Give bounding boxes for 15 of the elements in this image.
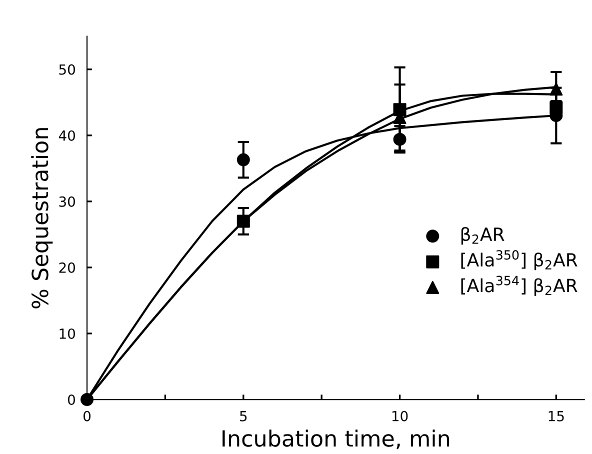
- y-tick-label: 30: [59, 196, 75, 207]
- y-tick-label: 10: [60, 328, 75, 339]
- x-tick-label: 15: [548, 411, 564, 422]
- x-tick-label: 10: [392, 410, 408, 422]
- legend-label: [Ala$^{350}$] β$_{2}$AR: [461, 250, 578, 270]
- x-tick-label: 0: [84, 410, 91, 422]
- x-axis-title: Incubation time, min: [222, 430, 450, 450]
- y-tick-label: 40: [58, 130, 75, 141]
- y-tick-label: 20: [59, 262, 75, 273]
- y-tick-label: 50: [59, 64, 75, 75]
- y-axis-title: % Sequestration: [31, 128, 53, 308]
- legend-label: β$_{2}$AR: [461, 227, 504, 245]
- y-tick-label: 0: [68, 394, 75, 405]
- legend-label: [Ala$^{354}$] β$_{2}$AR: [461, 276, 578, 296]
- x-tick-label: 5: [240, 411, 247, 422]
